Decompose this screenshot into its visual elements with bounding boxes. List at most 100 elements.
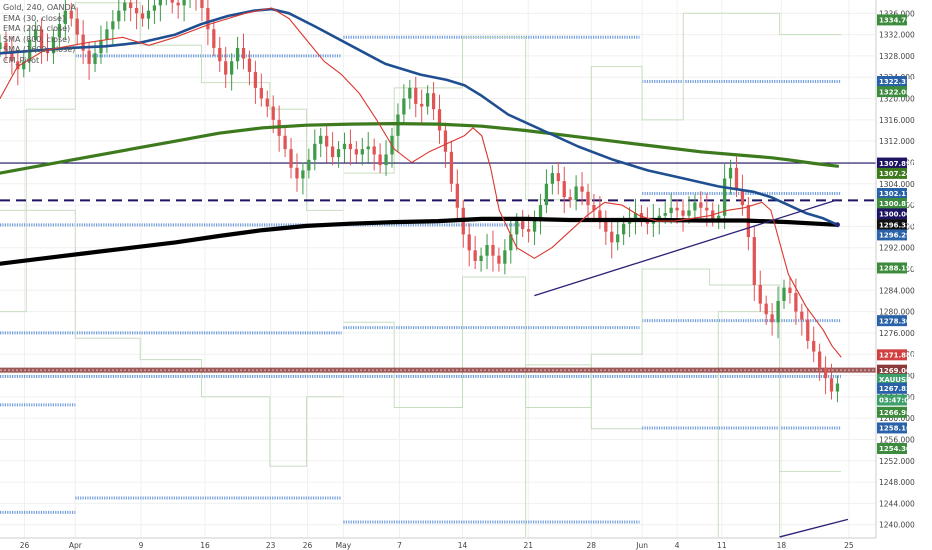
- candle: [212, 21, 216, 56]
- candle-body: [235, 47, 240, 62]
- candle-body: [728, 167, 733, 179]
- trendline-anchor: [834, 222, 840, 228]
- candle: [437, 94, 442, 144]
- time-tick-label: Apr: [69, 541, 83, 550]
- price-badge-label: 1254.305: [879, 445, 916, 453]
- candle: [616, 219, 620, 251]
- candle-body: [129, 2, 133, 8]
- candle: [408, 79, 412, 110]
- price-badge-bg: [877, 208, 907, 220]
- candle-body: [812, 340, 816, 352]
- candle: [325, 124, 329, 163]
- candle: [81, 20, 85, 64]
- candle-body: [366, 146, 370, 150]
- candle: [378, 143, 382, 174]
- candle-body: [467, 234, 471, 251]
- candle: [491, 230, 495, 272]
- candle: [509, 219, 513, 264]
- price-badge: 1258.160: [877, 422, 916, 434]
- candle-body: [283, 135, 287, 150]
- candle: [75, 7, 79, 46]
- candle: [129, 0, 133, 22]
- candle: [788, 276, 792, 304]
- candle: [0, 34, 2, 57]
- candle: [319, 127, 323, 158]
- candle: [111, 10, 115, 46]
- candle-body: [497, 255, 501, 264]
- candle-body: [176, 2, 180, 6]
- candle: [158, 0, 162, 22]
- candle-body: [218, 47, 222, 62]
- candle-body: [657, 215, 661, 219]
- candle-body: [212, 29, 216, 48]
- candle: [431, 82, 436, 120]
- candle-body: [307, 159, 311, 171]
- candle-body: [633, 213, 638, 219]
- candle-body: [604, 218, 608, 232]
- time-tick-label: 9: [139, 541, 144, 550]
- price-badge: 1296.294: [877, 229, 916, 241]
- candle-body: [437, 109, 442, 131]
- candle: [806, 308, 810, 349]
- price-badge: 1288.194: [877, 262, 916, 274]
- candle: [22, 50, 26, 78]
- candle-body: [562, 181, 566, 198]
- candle: [455, 169, 459, 219]
- candle: [4, 31, 8, 62]
- candle-body: [550, 173, 554, 184]
- price-badge-label: 1296.294: [879, 232, 916, 240]
- candle-body: [485, 245, 489, 256]
- candle-body: [675, 207, 679, 211]
- legend-sma800: SMA (800, close): [3, 34, 71, 44]
- candle-body: [182, 0, 186, 6]
- price-badge-label: 1322.318: [879, 78, 916, 86]
- candle: [51, 29, 56, 64]
- candle-body: [794, 292, 798, 312]
- time-tick-label: 26: [303, 541, 313, 550]
- time-tick-label: 25: [844, 541, 854, 550]
- candle: [176, 0, 180, 19]
- candles: [0, 0, 840, 403]
- candle-body: [818, 351, 822, 368]
- candle: [402, 84, 406, 123]
- candle: [117, 0, 121, 30]
- candle: [307, 148, 311, 179]
- candle: [479, 247, 483, 272]
- price-badge: 1334.764: [877, 14, 916, 26]
- price-badge-bg: [877, 14, 907, 26]
- candle: [776, 286, 780, 339]
- price-tick-label: 1320.000: [879, 95, 915, 104]
- candle: [336, 141, 341, 168]
- candle: [123, 0, 127, 22]
- price-tick-label: 1316.000: [879, 116, 915, 125]
- candle-body: [22, 61, 26, 70]
- indicator-legend: Gold, 240, OANDA EMA (30, close) EMA (20…: [3, 3, 76, 67]
- candle: [818, 343, 822, 381]
- price-badge: 1322.318: [877, 75, 916, 87]
- candle: [770, 303, 774, 336]
- time-tick-label: 16: [200, 541, 210, 550]
- candle-body: [348, 143, 353, 150]
- candle-body: [693, 202, 697, 211]
- candle: [467, 223, 471, 267]
- candle: [610, 220, 614, 259]
- candle-body: [532, 218, 537, 232]
- price-badge: 1300.000: [877, 208, 916, 220]
- candle-body: [586, 191, 590, 206]
- candle-body: [384, 154, 388, 166]
- candle: [63, 0, 67, 40]
- price-badge: 03:47:07: [877, 394, 914, 406]
- price-badge-bg: [877, 406, 907, 418]
- candle: [366, 132, 370, 163]
- legend-sma1600: SMA (1600, close): [3, 45, 76, 55]
- price-badge-bg: [877, 75, 907, 87]
- price-badges: 1334.764 1322.318 1322.084 1307.890 1307.248…: [877, 14, 916, 454]
- candle: [283, 127, 287, 158]
- candle-body: [705, 207, 709, 211]
- candle-body: [10, 50, 14, 62]
- ema30-line: [0, 7, 842, 358]
- price-tick-label: 1256.000: [879, 435, 915, 444]
- candle-body: [776, 300, 780, 323]
